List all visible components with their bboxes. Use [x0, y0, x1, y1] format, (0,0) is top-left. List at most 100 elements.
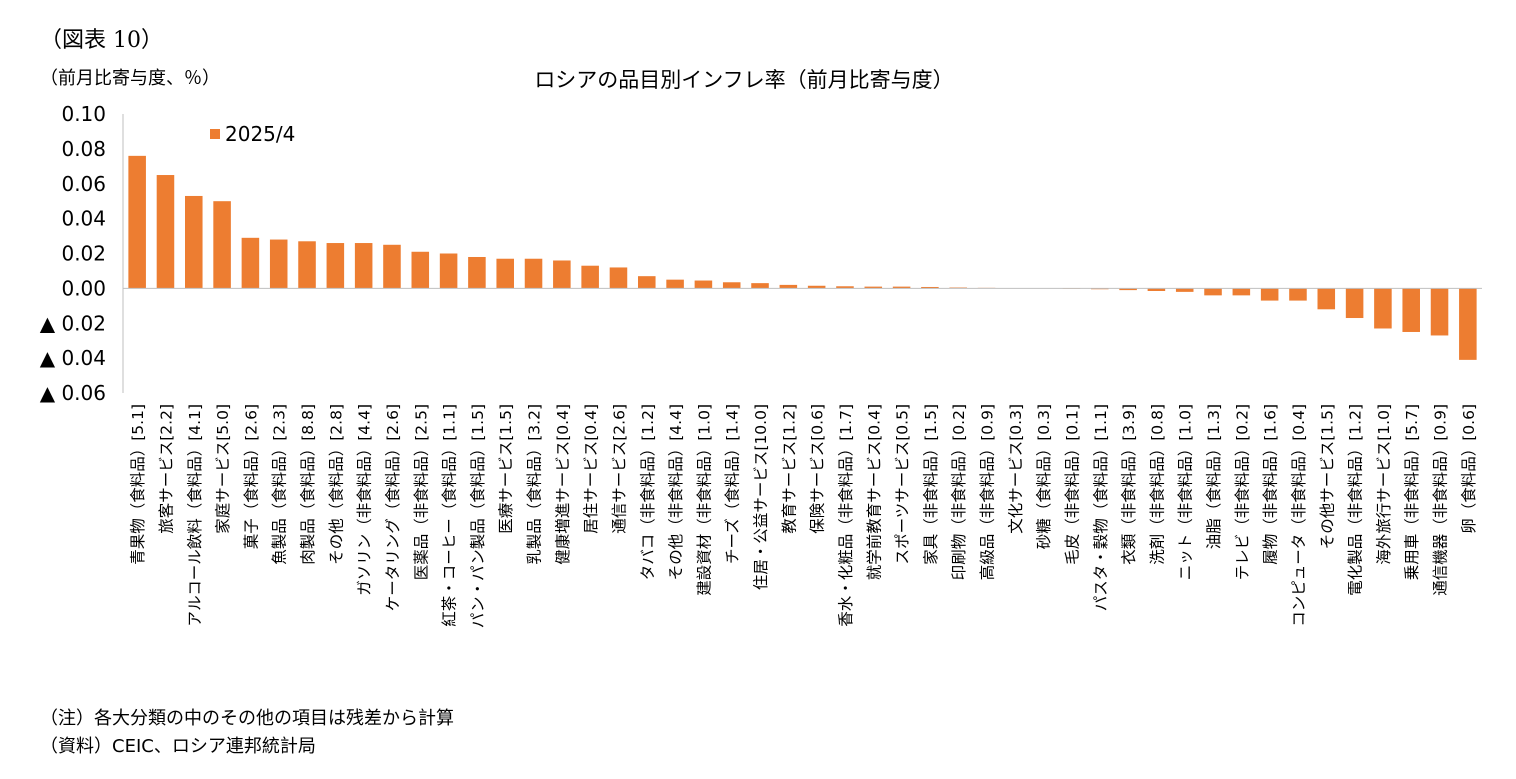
y-tick-label: 0.02	[61, 242, 106, 266]
bar-1	[128, 155, 146, 289]
bar-2	[156, 175, 175, 289]
y-axis-unit-label: （前月比寄与度、％）	[40, 68, 220, 89]
bar-23	[751, 283, 769, 289]
bar-15	[524, 258, 543, 289]
y-tick-label: 0.06	[61, 172, 106, 196]
y-tick-labels: 0.10 0.08 0.06 0.04 0.02 0.00 ▲ 0.02 ▲ 0.04 ▲ 0.…	[40, 102, 106, 405]
x-tick-label: その他（食料品）[2.8]	[327, 404, 345, 565]
x-tick-label: 砂糖（食料品）[0.3]	[1035, 404, 1053, 549]
x-tick-label: 衣類（非食料品）[3.9]	[1120, 404, 1138, 565]
x-tick-label: 住居・公益サービス[10.0]	[752, 404, 770, 590]
bar-41	[1260, 288, 1279, 301]
x-tick-label: ケータリング（食料品）[2.6]	[384, 404, 402, 611]
bar-37	[1147, 288, 1166, 291]
bar-13	[468, 256, 486, 289]
x-tick-label: 通信機器（非食料品）[0.9]	[1432, 404, 1450, 596]
y-tick-label: 0.04	[61, 207, 106, 231]
bar-17	[581, 265, 599, 289]
x-tick-label: 毛皮（非食料品）[0.1]	[1063, 404, 1081, 565]
x-tick-label: 医薬品（非食料品）[2.5]	[412, 404, 430, 580]
bar-20	[666, 279, 684, 289]
x-tick-label: 通信サービス[2.6]	[610, 404, 628, 534]
x-tick-label: 肉製品（食料品）[8.8]	[299, 404, 317, 565]
x-tick-label: 紅茶・コーヒー（食料品）[1.1]	[441, 404, 459, 627]
x-tick-label: スポーツサービス[0.5]	[894, 404, 912, 564]
bars-group	[128, 155, 1477, 360]
bar-14	[496, 258, 514, 289]
y-tick-label: 0.08	[61, 137, 106, 161]
bar-9	[354, 243, 373, 289]
bar-27	[864, 286, 883, 289]
bar-44	[1345, 288, 1364, 319]
x-tick-label: パスタ・穀物（食料品）[1.1]	[1092, 404, 1110, 611]
y-tick-label: 0.00	[61, 276, 106, 300]
x-tick-label: 保険サービス[0.6]	[809, 404, 827, 534]
x-tick-label: 健康増進サービス[0.4]	[554, 404, 572, 565]
bar-43	[1317, 288, 1336, 310]
bar-16	[553, 260, 571, 289]
x-tick-label: ニット（非食料品）[1.0]	[1177, 404, 1195, 580]
bar-29	[921, 286, 939, 289]
bar-36	[1119, 288, 1137, 291]
legend: 2025/4	[210, 122, 295, 146]
x-tick-label: コンピュータ（非食料品）[0.4]	[1290, 404, 1308, 627]
bar-42	[1289, 288, 1307, 301]
x-tick-label: タバコ（非食料品）[1.2]	[639, 404, 657, 580]
bar-45	[1374, 288, 1392, 329]
bar-40	[1232, 288, 1251, 296]
bar-7	[298, 241, 316, 289]
bar-28	[892, 286, 911, 289]
bar-4	[213, 201, 231, 289]
x-tick-label: 洗剤（非食料品）[0.8]	[1148, 404, 1166, 565]
bar-8	[326, 243, 345, 289]
chart-title-text: ロシアの品目別インフレ率（前月比寄与度）	[534, 68, 954, 92]
bar-12	[439, 253, 458, 289]
bar-6	[269, 239, 288, 289]
x-tick-label: 医療サービス[1.5]	[497, 404, 515, 534]
x-tick-label: 卵（食料品）[0.6]	[1460, 404, 1478, 534]
x-tick-label: その他（非食料品）[4.4]	[667, 404, 685, 580]
bar-5	[241, 237, 260, 289]
x-tick-label: 海外旅行サービス[1.0]	[1375, 404, 1393, 565]
legend-label: 2025/4	[225, 122, 295, 146]
y-tick-label: ▲ 0.06	[40, 381, 106, 405]
x-tick-label: パン・パン製品（食料品）[1.5]	[469, 404, 487, 628]
y-tick-label: ▲ 0.04	[40, 346, 106, 370]
x-tick-label: 家庭サービス[5.0]	[214, 404, 232, 534]
x-tick-label: 建設資材（非食料品）[1.0]	[695, 404, 713, 596]
note-text: （注）各大分類の中のその他の項目は残差から計算	[40, 708, 454, 729]
bar-26	[836, 286, 854, 289]
bar-48	[1459, 288, 1477, 360]
x-tick-labels: 青果物（食料品）[5.1] 旅客サービス[2.2] アルコール飲料（食料品）[4.1…	[129, 404, 1478, 628]
bar-39	[1204, 288, 1222, 296]
x-tick-label: 文化サービス[0.3]	[1007, 404, 1025, 534]
bar-46	[1402, 288, 1420, 332]
x-tick-label: チーズ（食料品）[1.4]	[724, 404, 742, 564]
bar-22	[722, 282, 741, 289]
x-tick-label: アルコール飲料（食料品）[4.1]	[186, 404, 204, 626]
chart-title: ロシアの品目別インフレ率（前月比寄与度）	[0, 64, 1516, 94]
bar-chart: 0.10 0.08 0.06 0.04 0.02 0.00 ▲ 0.02 ▲ 0.04 ▲ 0.…	[40, 102, 1482, 628]
x-tick-label: 電化製品（非食料品）[1.2]	[1347, 404, 1365, 596]
x-tick-label: 高級品（非食料品）[0.9]	[979, 404, 997, 580]
bar-25	[807, 285, 826, 289]
x-tick-label: その他サービス[1.5]	[1318, 404, 1336, 549]
x-tick-label: 教育サービス[1.2]	[780, 404, 798, 534]
x-tick-label: 家具（非食料品）[1.5]	[922, 404, 940, 565]
x-tick-label: 魚製品（食料品）[2.3]	[271, 404, 289, 565]
source-text: （資料）CEIC、ロシア連邦統計局	[40, 736, 316, 757]
bar-3	[185, 195, 203, 289]
x-tick-label: 就学前教育サービス[0.4]	[865, 404, 883, 580]
legend-swatch	[210, 129, 220, 139]
x-tick-label: 履物（非食料品）[1.6]	[1262, 404, 1280, 565]
x-tick-label: 旅客サービス[2.2]	[157, 404, 175, 534]
x-tick-label: テレビ（非食料品）[0.2]	[1233, 404, 1251, 580]
bar-47	[1430, 288, 1449, 336]
x-tick-label: 居住サービス[0.4]	[582, 404, 600, 534]
y-tick-label: 0.10	[61, 102, 106, 126]
bar-38	[1175, 288, 1194, 292]
bar-11	[411, 251, 430, 289]
bar-18	[609, 267, 628, 289]
x-tick-label: 乗用車（非食料品）[5.7]	[1403, 404, 1421, 580]
bar-24	[779, 284, 798, 289]
